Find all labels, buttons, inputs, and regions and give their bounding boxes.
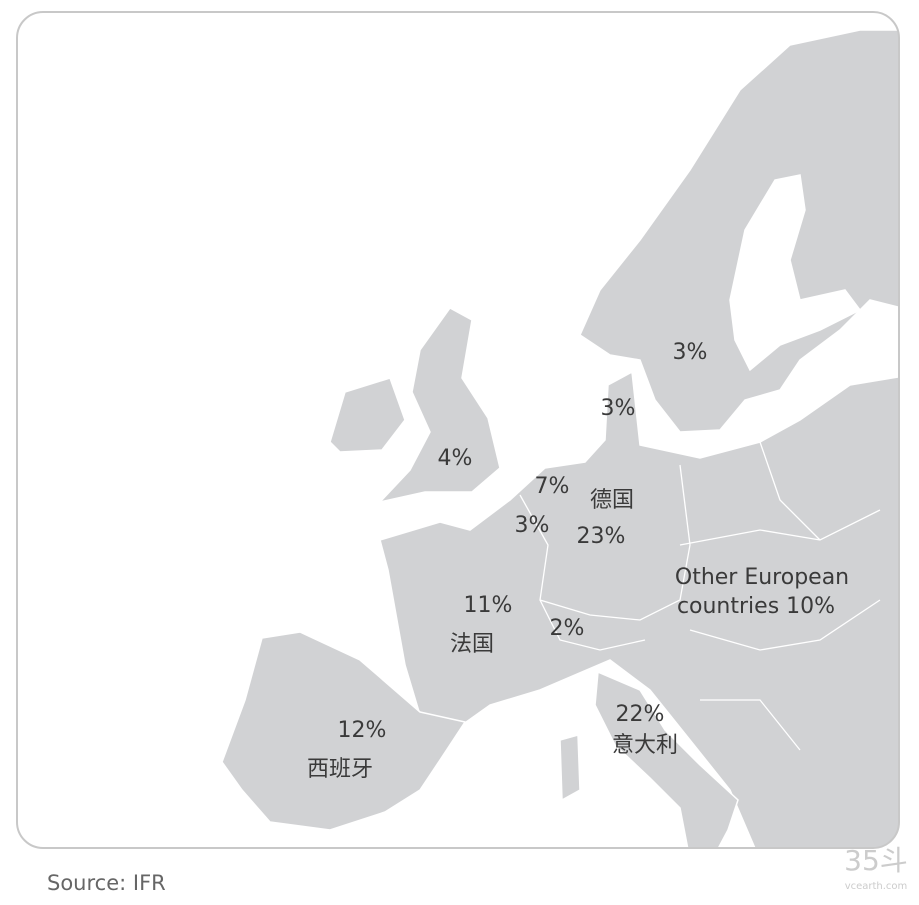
watermark-logo: 35斗 (844, 844, 908, 877)
label: 3% (673, 340, 708, 365)
label: 12% (338, 718, 387, 743)
iberia (221, 631, 467, 831)
label: 法国 (450, 632, 494, 657)
label: 23% (577, 524, 626, 549)
map (221, 29, 899, 848)
label: 11% (464, 593, 513, 618)
country-borders (519, 441, 881, 751)
gulf-of-bothnia (729, 174, 862, 372)
italy (594, 670, 739, 848)
label: 2% (550, 616, 585, 641)
ireland (329, 377, 406, 453)
label: 22% (616, 702, 665, 727)
label: 意大利 (612, 733, 678, 758)
label: 3% (515, 513, 550, 538)
label: 德国 (590, 488, 634, 513)
sardinia (559, 734, 581, 802)
label: countries 10% (677, 594, 835, 619)
label: 7% (535, 474, 570, 499)
source: Source: IFR (47, 871, 166, 895)
watermark-site: vcearth.com (845, 881, 908, 892)
label: 西班牙 (307, 757, 373, 782)
frame (16, 11, 900, 849)
label: 3% (601, 396, 636, 421)
uk (377, 307, 501, 504)
label: Other European (675, 565, 849, 590)
label: 4% (438, 446, 473, 471)
